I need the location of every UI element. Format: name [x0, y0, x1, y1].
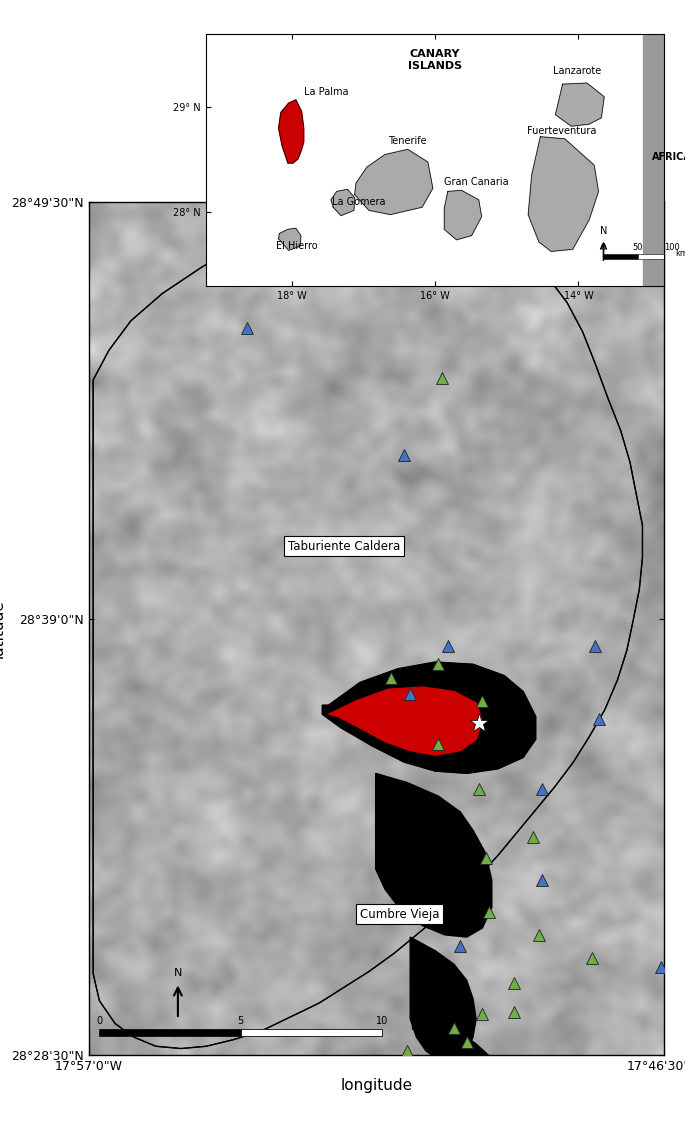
Polygon shape: [279, 100, 303, 163]
Text: La Gomera: La Gomera: [332, 197, 385, 208]
Text: km: km: [675, 249, 685, 258]
Text: El Hierro: El Hierro: [276, 241, 317, 251]
Polygon shape: [445, 191, 482, 240]
Polygon shape: [331, 190, 355, 215]
Text: km: km: [410, 1022, 425, 1032]
Text: 0: 0: [97, 1015, 103, 1026]
Polygon shape: [355, 149, 433, 214]
Text: Tenerife: Tenerife: [388, 136, 427, 146]
Text: Fuerteventura: Fuerteventura: [527, 126, 596, 136]
Bar: [603, 254, 638, 259]
Text: Lanzarote: Lanzarote: [553, 65, 601, 75]
Polygon shape: [410, 937, 476, 1063]
Text: N: N: [600, 226, 607, 236]
Polygon shape: [528, 137, 599, 251]
Text: 5: 5: [238, 1015, 244, 1026]
X-axis label: longitude: longitude: [340, 1078, 413, 1093]
Polygon shape: [643, 34, 664, 286]
Text: 50: 50: [633, 243, 643, 252]
Text: Cumbre Vieja: Cumbre Vieja: [360, 908, 440, 921]
Polygon shape: [322, 662, 536, 773]
Text: N: N: [174, 968, 182, 978]
Text: 100: 100: [664, 243, 680, 252]
Y-axis label: latitude: latitude: [0, 599, 6, 657]
Text: La Palma: La Palma: [304, 86, 349, 96]
Text: 10: 10: [376, 1015, 388, 1026]
Bar: [99, 1029, 382, 1036]
Polygon shape: [329, 687, 482, 755]
Text: AFRICA: AFRICA: [651, 151, 685, 162]
Polygon shape: [556, 83, 604, 127]
Bar: [240, 1029, 382, 1036]
Polygon shape: [375, 773, 492, 937]
Text: 0: 0: [601, 243, 606, 252]
Text: CANARY
ISLANDS: CANARY ISLANDS: [408, 49, 462, 71]
Bar: [638, 254, 673, 259]
Polygon shape: [460, 1032, 495, 1101]
Text: Gran Canaria: Gran Canaria: [444, 177, 508, 187]
Polygon shape: [279, 228, 301, 250]
Text: Taburiente Caldera: Taburiente Caldera: [288, 540, 400, 552]
